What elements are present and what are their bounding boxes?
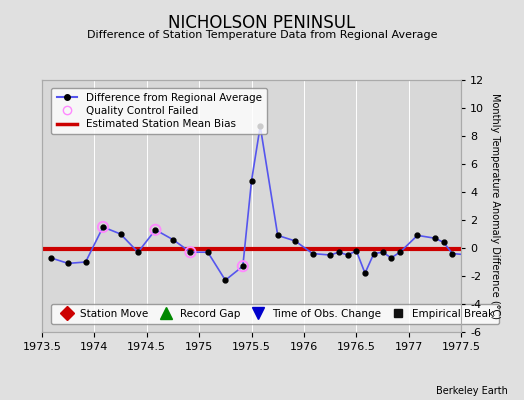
Legend: Station Move, Record Gap, Time of Obs. Change, Empirical Break: Station Move, Record Gap, Time of Obs. C… [51, 304, 499, 324]
Point [186, 249, 194, 255]
Point [99, 224, 107, 230]
Point [151, 226, 160, 233]
Point [238, 263, 247, 270]
Y-axis label: Monthly Temperature Anomaly Difference (°C): Monthly Temperature Anomaly Difference (… [490, 93, 500, 319]
Text: Difference of Station Temperature Data from Regional Average: Difference of Station Temperature Data f… [87, 30, 437, 40]
Text: NICHOLSON PENINSUL: NICHOLSON PENINSUL [168, 14, 356, 32]
Text: Berkeley Earth: Berkeley Earth [436, 386, 508, 396]
